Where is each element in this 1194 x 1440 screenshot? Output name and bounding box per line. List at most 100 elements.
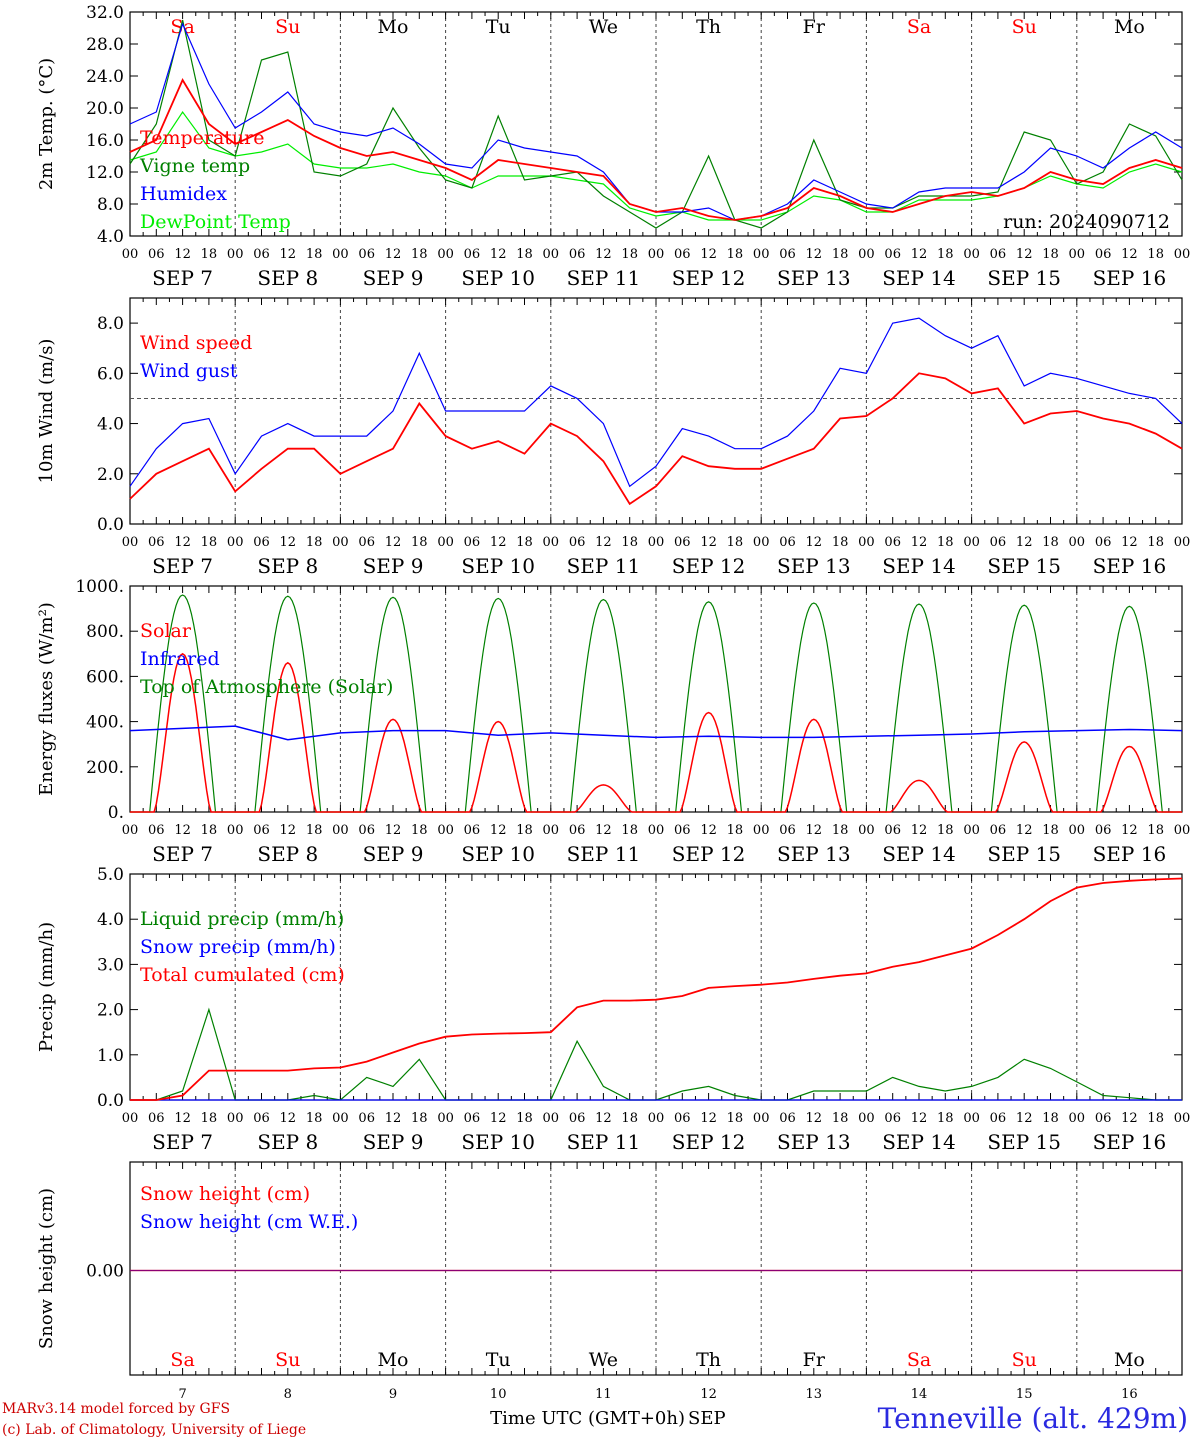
y-tick-label: 800.	[86, 622, 124, 642]
hour-label: 18	[727, 247, 744, 262]
hour-label: 06	[148, 823, 165, 838]
hour-label: 12	[490, 535, 507, 550]
hour-label: 18	[306, 247, 323, 262]
hour-label: 06	[1095, 823, 1112, 838]
day-number-label: 8	[284, 1387, 292, 1402]
hour-label: 00	[332, 1111, 349, 1126]
day-number-label: 15	[1016, 1387, 1033, 1402]
hour-label: 06	[253, 1111, 270, 1126]
hour-label: 18	[1042, 247, 1059, 262]
day-date-label: SEP 15	[987, 266, 1061, 290]
hour-label: 12	[806, 1111, 823, 1126]
series-total-cumulated-cm	[130, 877, 1183, 1101]
day-of-week-label: Mo	[378, 1349, 409, 1371]
hour-label: 00	[963, 1111, 980, 1126]
hour-label: 12	[806, 535, 823, 550]
day-date-label: SEP 12	[672, 1130, 746, 1154]
hour-label: 06	[464, 535, 481, 550]
hour-label: 18	[832, 535, 849, 550]
hour-label: 00	[648, 823, 665, 838]
series-wind-speed	[129, 372, 1183, 506]
hour-label: 00	[1069, 823, 1086, 838]
hour-label: 00	[1174, 1111, 1191, 1126]
hour-label: 06	[464, 823, 481, 838]
hour-label: 18	[832, 247, 849, 262]
hour-label: 06	[569, 1111, 586, 1126]
legend-liquid-precip-mm-h: Liquid precip (mm/h)	[140, 908, 344, 930]
legend-total-cumulated-cm: Total cumulated (cm)	[140, 964, 345, 986]
day-date-label: SEP 13	[777, 554, 851, 578]
hour-label: 12	[1121, 535, 1138, 550]
y-tick-label: 16.0	[86, 131, 124, 151]
hour-label: 12	[280, 823, 297, 838]
hour-label: 00	[332, 823, 349, 838]
day-of-week-label: Sa	[170, 16, 194, 38]
day-of-week-label: Tu	[486, 16, 511, 38]
hour-label: 18	[1147, 247, 1164, 262]
y-tick-label: 8.0	[97, 195, 124, 215]
day-date-label: SEP 7	[152, 842, 213, 866]
hour-label: 00	[1174, 823, 1191, 838]
legend-vigne-temp: Vigne temp	[139, 155, 250, 177]
hour-label: 00	[963, 247, 980, 262]
series-infrared	[129, 725, 1183, 741]
hour-label: 12	[280, 535, 297, 550]
hour-label: 06	[253, 247, 270, 262]
day-number-label: 12	[700, 1387, 717, 1402]
hour-label: 18	[1147, 1111, 1164, 1126]
hour-label: 12	[911, 247, 928, 262]
hour-label: 12	[174, 535, 191, 550]
hour-label: 06	[148, 535, 165, 550]
panel-4: 0.0 1.0 2.0 3.0 4.0 5.0 Precip (mm/h) 00 06 12 18 0…	[36, 865, 1190, 1154]
hour-label: 00	[1069, 535, 1086, 550]
hour-label: 12	[174, 823, 191, 838]
day-date-label: SEP 16	[1093, 842, 1167, 866]
hour-label: 18	[201, 1111, 218, 1126]
day-date-label: SEP 7	[152, 554, 213, 578]
hour-label: 18	[937, 1111, 954, 1126]
hour-label: 12	[1121, 247, 1138, 262]
hour-label: 06	[1095, 535, 1112, 550]
hour-label: 12	[700, 1111, 717, 1126]
day-of-week-label: We	[589, 16, 618, 38]
day-number-label: 11	[595, 1387, 612, 1402]
hour-label: 00	[437, 823, 454, 838]
y-tick-label: 6.0	[97, 364, 124, 384]
hour-label: 12	[806, 247, 823, 262]
panel-2: 0.0 2.0 4.0 6.0 8.0 10m Wind (m/s) 00 06 12 18 00 0…	[36, 297, 1191, 578]
day-date-label: SEP 9	[363, 554, 424, 578]
hour-label: 18	[411, 1111, 428, 1126]
y-tick-label: 12.0	[86, 163, 124, 183]
hour-label: 06	[1095, 247, 1112, 262]
day-of-week-label: We	[589, 1349, 618, 1371]
hour-label: 12	[911, 823, 928, 838]
hour-label: 00	[753, 535, 770, 550]
hour-label: 18	[937, 535, 954, 550]
y-axis-label: Snow height (cm)	[36, 1188, 57, 1349]
day-of-week-label: Su	[1012, 16, 1037, 38]
hour-label: 18	[727, 1111, 744, 1126]
hour-label: 00	[1174, 535, 1191, 550]
hour-label: 18	[201, 247, 218, 262]
hour-label: 00	[858, 1111, 875, 1126]
hour-label: 18	[306, 1111, 323, 1126]
y-tick-label: 2.0	[97, 465, 124, 485]
hour-label: 12	[280, 1111, 297, 1126]
y-tick-label: 24.0	[86, 67, 124, 87]
hour-label: 12	[806, 823, 823, 838]
hour-label: 12	[1016, 247, 1033, 262]
hour-label: 12	[174, 247, 191, 262]
y-tick-label: 3.0	[97, 955, 124, 975]
hour-label: 18	[516, 247, 533, 262]
hour-label: 06	[990, 247, 1007, 262]
panel-5: 0.00 Snow height (cm) Sa Su Mo Tu We Th Fr Sa Su Mo…	[36, 1161, 1183, 1402]
hour-label: 18	[306, 823, 323, 838]
hour-label: 06	[779, 247, 796, 262]
day-date-label: SEP 9	[363, 266, 424, 290]
hour-label: 18	[411, 247, 428, 262]
hour-label: 06	[674, 247, 691, 262]
hour-label: 00	[332, 535, 349, 550]
y-tick-label: 1000.	[75, 577, 124, 597]
y-tick-label: 600.	[86, 667, 124, 687]
